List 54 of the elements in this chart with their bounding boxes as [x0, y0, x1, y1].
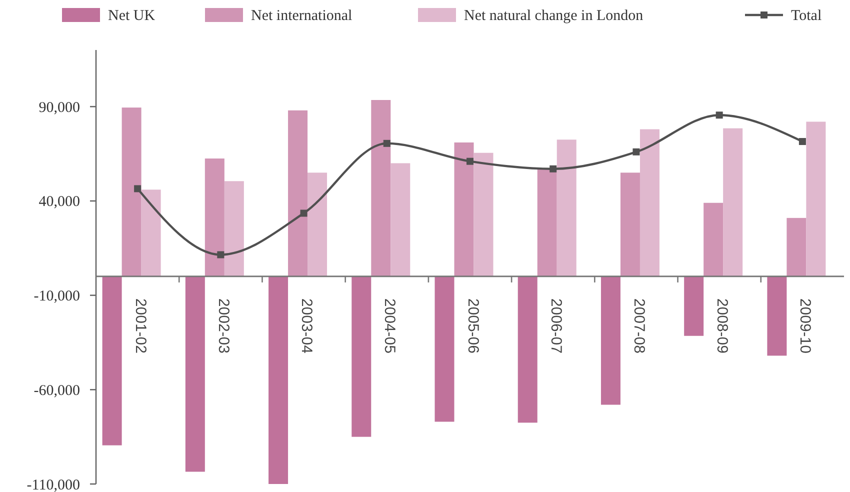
y-tick-label: -10,000 — [34, 288, 80, 305]
bar — [185, 276, 205, 472]
bar — [434, 276, 454, 422]
bar — [268, 276, 288, 484]
legend-label: Total — [791, 8, 822, 24]
y-tick-label: 90,000 — [38, 100, 80, 116]
legend-label: Net natural change in London — [464, 8, 644, 24]
x-tick-label: 2007-08 — [630, 298, 648, 354]
bar — [352, 276, 372, 437]
bar — [454, 142, 474, 276]
y-tick-label: -60,000 — [34, 382, 80, 399]
point — [466, 158, 474, 165]
bar — [204, 158, 224, 276]
point — [632, 148, 640, 156]
bar — [224, 181, 244, 276]
bar — [371, 100, 391, 276]
bar — [537, 168, 557, 276]
point — [550, 165, 557, 172]
point — [383, 140, 390, 147]
bar — [767, 276, 787, 356]
bar — [684, 276, 704, 336]
x-tick-label: 2004-05 — [381, 298, 398, 354]
y-tick-label: 40,000 — [38, 194, 80, 210]
x-tick-label: 2009-10 — [796, 298, 814, 354]
point — [716, 112, 723, 119]
bar — [102, 276, 122, 446]
bar — [474, 152, 494, 276]
point — [798, 138, 806, 146]
bar — [288, 110, 308, 276]
bar — [620, 172, 640, 276]
legend-label: Net UK — [108, 8, 156, 24]
bar — [556, 140, 576, 276]
x-tick-label: 2008-09 — [714, 298, 731, 354]
bar — [122, 108, 142, 276]
point — [134, 185, 142, 192]
y-tick-label: -110,000 — [26, 477, 80, 492]
bar — [518, 276, 538, 423]
point — [217, 251, 224, 258]
legend-label: Net international — [251, 8, 352, 24]
bar — [141, 190, 161, 276]
bar — [390, 163, 410, 276]
x-tick-label: 2003-04 — [298, 298, 316, 354]
bar — [640, 129, 660, 276]
bar — [806, 122, 826, 276]
x-tick-label: 2006-07 — [547, 298, 564, 354]
bar — [600, 276, 620, 405]
x-tick-label: 2005-06 — [464, 298, 482, 354]
bar — [308, 172, 328, 276]
bar — [723, 128, 743, 276]
x-tick-label: 2001-02 — [132, 298, 149, 354]
point — [300, 210, 308, 217]
x-tick-label: 2002-03 — [214, 298, 232, 354]
bar — [786, 218, 806, 276]
bar — [704, 202, 724, 276]
